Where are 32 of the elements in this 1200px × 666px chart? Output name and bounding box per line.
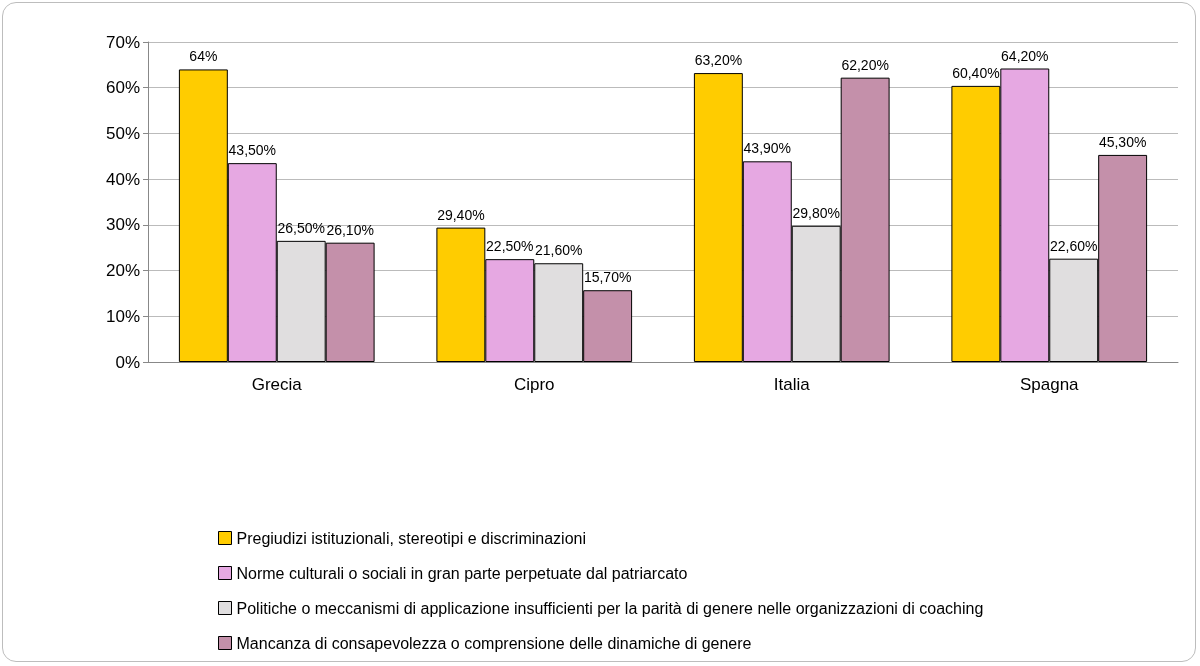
x-tick-label: Cipro bbox=[513, 375, 555, 394]
data-label: 43,90% bbox=[743, 140, 792, 157]
y-tick-label: 30% bbox=[105, 215, 140, 235]
data-label: 60,40% bbox=[952, 64, 1000, 81]
legend-label: Politiche o meccanismi di applicazione insufficienti per la parità di genere nelle organizzazioni di coaching bbox=[236, 599, 984, 617]
data-label: 45,30% bbox=[1098, 133, 1147, 150]
data-label: 63,20% bbox=[694, 52, 743, 69]
data-label: 64% bbox=[189, 48, 218, 65]
data-label: 21,60% bbox=[534, 242, 583, 259]
y-tick-label: 50% bbox=[105, 123, 140, 143]
y-tick-label: 60% bbox=[105, 78, 140, 98]
data-label: 26,50% bbox=[277, 219, 325, 236]
x-tick-label: Grecia bbox=[251, 375, 303, 394]
legend-label: Norme culturali o sociali in gran parte perpetuate dal patriarcato bbox=[236, 564, 688, 582]
data-label: 22,60% bbox=[1049, 237, 1098, 254]
y-tick-label: 0% bbox=[115, 352, 140, 372]
legend-label: Pregiudizi istituzionali, stereotipi e discriminazioni bbox=[236, 529, 586, 547]
data-label: 64,20% bbox=[1001, 47, 1049, 64]
data-label: 15,70% bbox=[583, 269, 632, 286]
y-tick-label: 20% bbox=[105, 261, 140, 281]
x-tick-label: Italia bbox=[773, 375, 811, 394]
data-label: 43,50% bbox=[228, 142, 277, 159]
y-tick-label: 40% bbox=[105, 169, 140, 189]
x-tick-label: Spagna bbox=[1019, 375, 1080, 394]
data-label: 22,50% bbox=[486, 238, 534, 255]
legend-label: Mancanza di consapevolezza o comprensione delle dinamiche di genere bbox=[236, 634, 752, 652]
data-label: 62,20% bbox=[841, 56, 889, 73]
data-label: 29,40% bbox=[437, 206, 485, 223]
data-label: 26,10% bbox=[326, 221, 374, 238]
y-tick-label: 10% bbox=[105, 306, 140, 326]
y-tick-label: 70% bbox=[105, 32, 140, 52]
data-label: 29,80% bbox=[792, 204, 840, 221]
